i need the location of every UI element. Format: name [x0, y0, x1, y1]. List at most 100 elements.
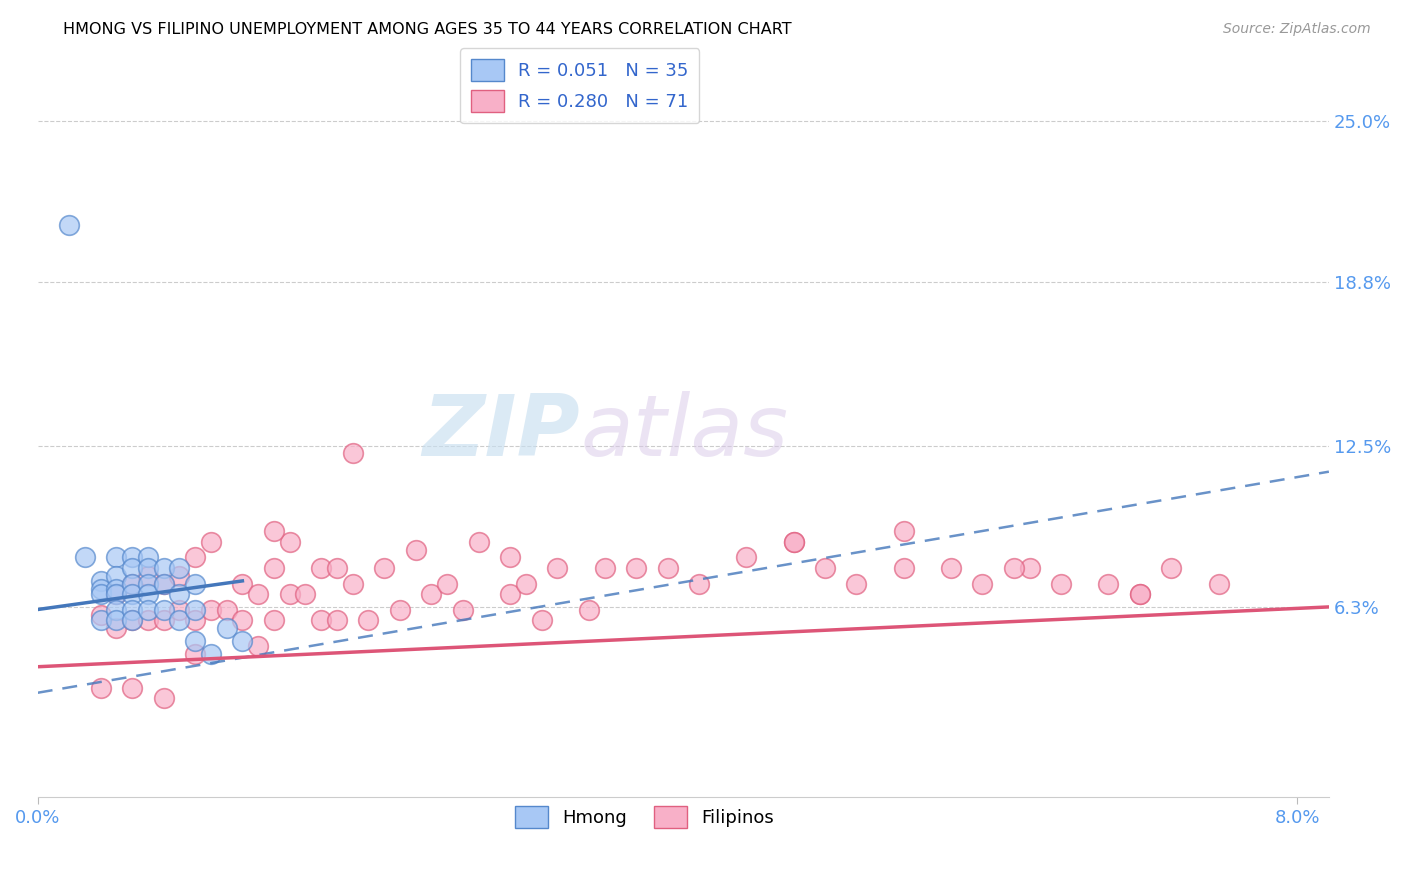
Point [136, 613, 159, 627]
Point [263, 613, 285, 627]
Point [467, 535, 489, 549]
Point [136, 550, 159, 565]
Point [735, 550, 758, 565]
Point [136, 561, 159, 575]
Point [845, 576, 868, 591]
Point [105, 568, 128, 582]
Text: HMONG VS FILIPINO UNEMPLOYMENT AMONG AGES 35 TO 44 YEARS CORRELATION CHART: HMONG VS FILIPINO UNEMPLOYMENT AMONG AGE… [63, 22, 792, 37]
Point [90, 607, 112, 622]
Point [294, 587, 316, 601]
Point [184, 647, 207, 661]
Point [215, 602, 238, 616]
Point [546, 561, 568, 575]
Point [169, 587, 191, 601]
Point [121, 550, 143, 565]
Point [263, 524, 285, 539]
Point [1050, 576, 1073, 591]
Text: atlas: atlas [581, 392, 787, 475]
Point [105, 550, 128, 565]
Text: ZIP: ZIP [422, 392, 581, 475]
Point [499, 550, 522, 565]
Point [1208, 576, 1230, 591]
Point [105, 621, 128, 635]
Point [152, 561, 174, 575]
Point [972, 576, 994, 591]
Point [121, 613, 143, 627]
Point [1129, 587, 1152, 601]
Point [152, 613, 174, 627]
Point [357, 613, 380, 627]
Point [215, 621, 238, 635]
Point [782, 535, 804, 549]
Point [105, 587, 128, 601]
Text: Source: ZipAtlas.com: Source: ZipAtlas.com [1223, 22, 1371, 37]
Point [121, 576, 143, 591]
Point [136, 602, 159, 616]
Point [342, 576, 364, 591]
Point [624, 561, 647, 575]
Point [105, 602, 128, 616]
Point [342, 446, 364, 460]
Point [200, 535, 222, 549]
Point [200, 647, 222, 661]
Point [184, 613, 207, 627]
Point [1097, 576, 1119, 591]
Point [105, 587, 128, 601]
Point [105, 613, 128, 627]
Point [184, 633, 207, 648]
Point [152, 690, 174, 705]
Point [278, 587, 301, 601]
Point [515, 576, 537, 591]
Point [121, 613, 143, 627]
Point [247, 587, 270, 601]
Point [451, 602, 474, 616]
Point [436, 576, 458, 591]
Point [169, 568, 191, 582]
Point [893, 561, 915, 575]
Point [247, 639, 270, 653]
Point [231, 613, 253, 627]
Point [169, 561, 191, 575]
Point [1129, 587, 1152, 601]
Point [200, 602, 222, 616]
Point [136, 587, 159, 601]
Point [152, 602, 174, 616]
Point [121, 561, 143, 575]
Point [1160, 561, 1182, 575]
Point [263, 561, 285, 575]
Point [388, 602, 411, 616]
Point [326, 613, 349, 627]
Point [1002, 561, 1025, 575]
Point [169, 602, 191, 616]
Point [309, 613, 332, 627]
Point [121, 681, 143, 695]
Point [121, 602, 143, 616]
Point [530, 613, 553, 627]
Point [152, 576, 174, 591]
Point [814, 561, 837, 575]
Point [169, 613, 191, 627]
Point [593, 561, 616, 575]
Point [420, 587, 443, 601]
Point [326, 561, 349, 575]
Point [90, 681, 112, 695]
Point [231, 633, 253, 648]
Point [105, 582, 128, 596]
Point [1018, 561, 1040, 575]
Point [121, 576, 143, 591]
Point [184, 602, 207, 616]
Point [136, 568, 159, 582]
Point [90, 613, 112, 627]
Point [90, 587, 112, 601]
Point [893, 524, 915, 539]
Point [939, 561, 962, 575]
Point [373, 561, 395, 575]
Point [657, 561, 679, 575]
Point [405, 542, 427, 557]
Point [184, 576, 207, 591]
Point [231, 576, 253, 591]
Point [136, 576, 159, 591]
Point [688, 576, 710, 591]
Point [152, 576, 174, 591]
Legend: Hmong, Filipinos: Hmong, Filipinos [508, 798, 780, 835]
